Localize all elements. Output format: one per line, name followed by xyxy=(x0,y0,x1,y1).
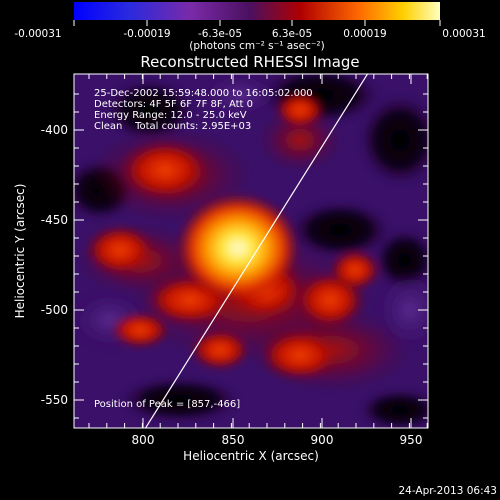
energy-range: Energy Range: 12.0 - 25.0 keV xyxy=(94,110,247,121)
x-axis-label: Heliocentric X (arcsec) xyxy=(183,449,319,463)
colorbar-tick-label: -0.00019 xyxy=(123,28,170,40)
plot-frame xyxy=(73,73,429,429)
colorbar-tick-label: 0.00031 xyxy=(442,28,485,40)
peak-position: Position of Peak = [857,-466] xyxy=(94,399,240,410)
time-range: 25-Dec-2002 15:59:48.000 to 16:05:02.000 xyxy=(94,88,313,99)
colorbar-gradient xyxy=(74,2,440,20)
x-tick-label: 900 xyxy=(311,433,334,447)
minor-ticks xyxy=(74,74,428,428)
y-tick-label: -550 xyxy=(41,393,68,407)
colorbar-tick-label: -6.3e-05 xyxy=(198,28,242,40)
timestamp: 24-Apr-2013 06:43 xyxy=(398,485,497,497)
detectors: Detectors: 4F 5F 6F 7F 8F, Att 0 xyxy=(94,99,253,110)
y-axis-label: Heliocentric Y (arcsec) xyxy=(13,184,27,319)
y-tick-label: -400 xyxy=(41,123,68,137)
colorbar-tick-label: -0.00031 xyxy=(14,28,61,40)
y-tick-label: -500 xyxy=(41,303,68,317)
colorbar: -0.00031 -0.00019 -6.3e-05 6.3e-05 0.000… xyxy=(14,2,486,52)
method-counts: Clean Total counts: 2.95E+03 xyxy=(94,121,251,132)
x-tick-label: 850 xyxy=(222,433,245,447)
flare-peak xyxy=(176,193,300,303)
x-tick-label: 800 xyxy=(132,433,155,447)
colorbar-units: (photons cm⁻² s⁻¹ asec⁻²) xyxy=(189,40,324,52)
rhessi-image xyxy=(74,74,428,428)
colorbar-ticks xyxy=(73,20,441,26)
colorbar-tick-label: 6.3e-05 xyxy=(272,28,312,40)
observation-info: 25-Dec-2002 15:59:48.000 to 16:05:02.000… xyxy=(94,88,313,132)
solar-limb-line xyxy=(144,74,369,428)
plot-title: Reconstructed RHESSI Image xyxy=(140,53,359,71)
y-tick-label: -450 xyxy=(41,213,68,227)
x-tick-label: 950 xyxy=(400,433,423,447)
colorbar-tick-label: 0.00019 xyxy=(343,28,386,40)
